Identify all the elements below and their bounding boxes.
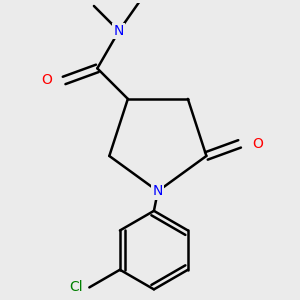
Text: O: O: [41, 74, 52, 87]
Text: N: N: [153, 184, 163, 198]
Text: O: O: [252, 137, 263, 151]
Text: N: N: [114, 24, 124, 38]
Text: Cl: Cl: [69, 280, 82, 294]
